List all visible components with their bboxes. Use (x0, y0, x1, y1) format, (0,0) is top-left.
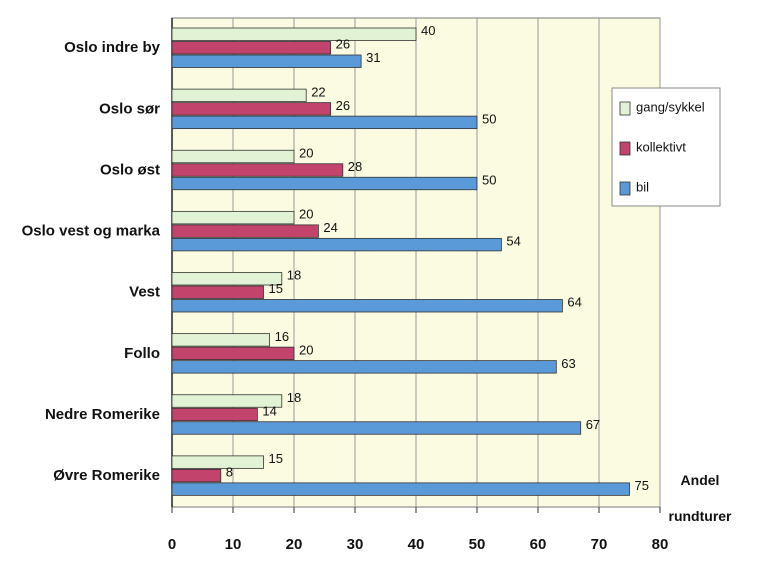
bar (171, 333, 270, 347)
x-tick-label: 80 (652, 536, 669, 553)
legend-label: kollektivt (636, 139, 686, 154)
bar (171, 407, 258, 422)
x-tick-label: 0 (168, 536, 176, 553)
value-label: 50 (482, 111, 496, 126)
bar (171, 102, 332, 116)
bar (171, 41, 332, 55)
category-label: Follo (124, 345, 160, 362)
legend-swatch (619, 141, 631, 156)
value-label: 15 (269, 451, 283, 466)
value-label: 26 (336, 98, 350, 113)
bar (171, 163, 344, 177)
x-tick-label: 70 (591, 536, 608, 553)
x-tick-label: 30 (347, 536, 364, 553)
value-label: 50 (482, 172, 496, 187)
bar (171, 54, 362, 68)
value-label: 20 (299, 145, 313, 160)
x-tick-label: 10 (225, 536, 242, 553)
value-label: 18 (287, 268, 301, 283)
bar (171, 27, 417, 41)
category-label: Vest (129, 284, 160, 301)
legend-label: bil (636, 179, 649, 194)
value-label: 31 (366, 50, 380, 65)
category-label: Oslo øst (100, 161, 160, 178)
legend-swatch (619, 181, 631, 196)
value-label: 75 (635, 478, 649, 493)
value-label: 8 (226, 465, 233, 480)
legend-swatch (619, 101, 631, 116)
bar (171, 210, 295, 225)
bar (171, 224, 319, 238)
value-label: 24 (323, 220, 337, 235)
value-label: 63 (561, 356, 575, 371)
bar (171, 468, 222, 483)
bar (171, 394, 283, 408)
x-tick-label: 20 (286, 536, 303, 553)
category-label: Oslo indre by (64, 39, 161, 56)
value-label: 54 (506, 234, 520, 249)
bar (171, 176, 478, 191)
bar (171, 455, 264, 469)
value-label: 20 (299, 342, 313, 357)
x-tick-label: 50 (469, 536, 486, 553)
bar (171, 346, 295, 361)
bar (171, 88, 307, 103)
bar (171, 421, 582, 435)
category-label: Oslo vest og marka (22, 223, 161, 240)
category-label: Nedre Romerike (45, 406, 160, 423)
bar (171, 482, 630, 496)
x-tick-label: 60 (530, 536, 547, 553)
value-label: 22 (311, 84, 325, 99)
bar (171, 360, 557, 374)
value-label: 15 (269, 281, 283, 296)
category-label: Øvre Romerike (53, 467, 160, 484)
legend-label: gang/sykkel (636, 99, 705, 114)
bar (171, 285, 264, 299)
value-label: 14 (262, 403, 276, 418)
value-label: 67 (586, 417, 600, 432)
bar (171, 272, 283, 286)
value-label: 28 (348, 159, 362, 174)
value-label: 26 (336, 37, 350, 52)
value-label: 18 (287, 390, 301, 405)
value-label: 16 (275, 329, 289, 344)
value-label: 40 (421, 23, 435, 38)
x-tick-label: 40 (408, 536, 425, 553)
bar (171, 237, 502, 252)
bar (171, 149, 295, 164)
bar (171, 115, 478, 130)
bar (171, 299, 563, 313)
value-label: 20 (299, 207, 313, 222)
x-axis-label: Andel rundturer (668, 472, 732, 524)
value-label: 64 (567, 295, 581, 310)
category-label: Oslo sør (99, 100, 160, 117)
